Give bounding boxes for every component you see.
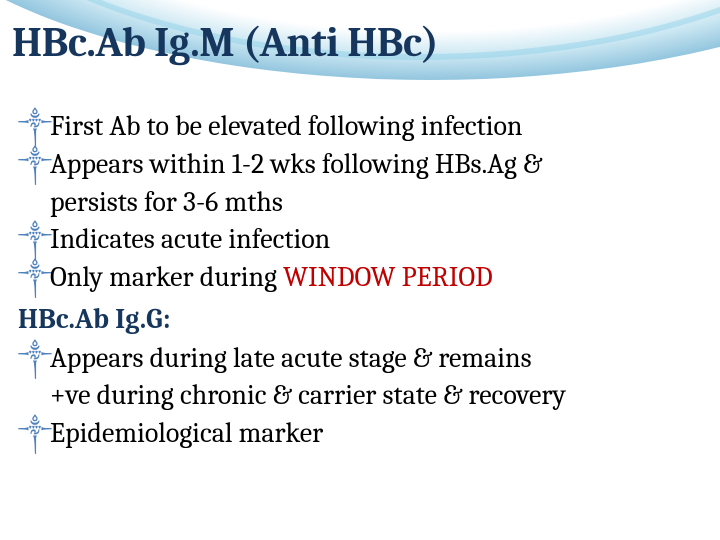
bullet-continuation: +ve during chronic & carrier state & rec… xyxy=(18,377,696,415)
bullet-text: First Ab to be elevated following infect… xyxy=(50,108,523,146)
bullet-text: Indicates acute infection xyxy=(50,221,330,259)
bullet-item: ༒ Appears within 1-2 wks following HBs.A… xyxy=(18,146,696,184)
bullet-item: ༒ Indicates acute infection xyxy=(18,221,696,259)
bullet-icon: ༒ xyxy=(18,221,50,259)
bullet-item: ༒ Epidemiological marker xyxy=(18,415,696,453)
bullet-item: ༒ First Ab to be elevated following infe… xyxy=(18,108,696,146)
bullet-text: Only marker during WINDOW PERIOD xyxy=(50,259,493,297)
bullet-item: ༒ Only marker during WINDOW PERIOD xyxy=(18,259,696,297)
bullet-text: Appears within 1-2 wks following HBs.Ag … xyxy=(50,146,542,184)
bullet-icon: ༒ xyxy=(18,108,50,146)
bullet-text-prefix: Only marker during xyxy=(50,261,283,293)
bullet-icon: ༒ xyxy=(18,415,50,453)
bullet-continuation: persists for 3-6 mths xyxy=(18,184,696,222)
bullet-text: Epidemiological marker xyxy=(50,415,323,453)
slide-body: ༒ First Ab to be elevated following infe… xyxy=(18,108,696,453)
bullet-icon: ༒ xyxy=(18,146,50,184)
bullet-icon: ༒ xyxy=(18,340,50,378)
subheading: HBc.Ab Ig.G: xyxy=(18,299,696,340)
slide: HBc.Ab Ig.M (Anti HBc) ༒ First Ab to be … xyxy=(0,0,720,540)
bullet-item: ༒ Appears during late acute stage & rema… xyxy=(18,340,696,378)
bullet-icon: ༒ xyxy=(18,259,50,297)
slide-title: HBc.Ab Ig.M (Anti HBc) xyxy=(12,18,708,67)
bullet-text-emphasis: WINDOW PERIOD xyxy=(283,261,493,293)
bullet-text: Appears during late acute stage & remain… xyxy=(50,340,532,378)
